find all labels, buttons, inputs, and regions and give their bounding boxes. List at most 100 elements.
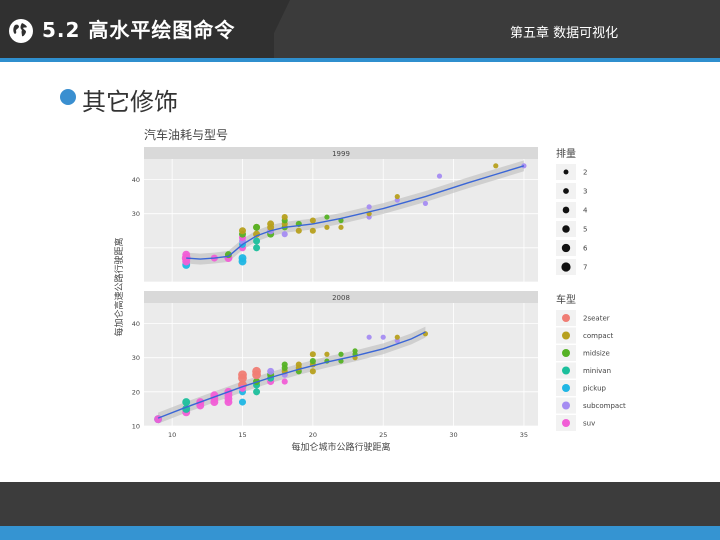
legend-class-label: compact: [583, 332, 614, 340]
legend-displ-label: 6: [583, 245, 588, 253]
legend-displ-label: 7: [583, 264, 587, 272]
facet-label: 2008: [332, 294, 350, 302]
x-tick-label: 25: [379, 431, 387, 439]
x-tick-label: 20: [309, 431, 317, 439]
data-point: [324, 351, 330, 357]
legend-displ-label: 3: [583, 188, 587, 196]
legend-color-marker: [562, 314, 570, 322]
data-point: [422, 331, 429, 337]
data-point: [281, 378, 288, 385]
legend-color-marker: [562, 384, 570, 392]
legend-displ-title: 排量: [556, 147, 576, 160]
data-point: [338, 351, 344, 357]
data-point: [324, 224, 330, 230]
y-tick-label: 40: [132, 320, 140, 328]
data-point: [394, 193, 400, 200]
chart-figure: 汽车油耗与型号 1999 30 40 2008 10 20 30 40 10 15 20 25 30 35 每…: [110, 127, 632, 455]
y-tick-label: 30: [132, 210, 140, 218]
legend-size-marker: [562, 206, 570, 214]
legend-size-marker: [561, 243, 571, 253]
y-tick-label: 40: [132, 176, 140, 184]
y-tick-label: 10: [132, 423, 140, 431]
data-point: [239, 398, 246, 406]
x-axis-label: 每加仑城市公路行驶距离: [291, 441, 390, 453]
data-point: [380, 334, 386, 340]
data-point: [309, 217, 316, 224]
data-point: [238, 254, 247, 263]
data-point: [182, 250, 191, 259]
data-point: [309, 358, 316, 365]
data-point: [253, 223, 261, 231]
data-point: [493, 163, 499, 169]
data-point: [436, 173, 443, 179]
bullet-dot: [60, 89, 76, 105]
legend-class-label: suv: [583, 420, 595, 428]
data-point: [239, 227, 246, 235]
x-tick-label: 15: [238, 431, 246, 439]
data-point: [366, 204, 372, 210]
data-point: [267, 220, 275, 228]
data-point: [295, 227, 302, 234]
legend-class-label: minivan: [583, 367, 611, 375]
page-title: 5.2 高水平绘图命令: [42, 18, 236, 42]
data-point: [267, 367, 275, 375]
data-point: [521, 163, 527, 169]
data-point: [338, 224, 344, 230]
chapter-label: 第五章 数据可视化: [510, 26, 619, 41]
data-point: [394, 334, 400, 340]
footer-accent-strip: [0, 526, 720, 540]
legend-class-title: 车型: [556, 293, 576, 306]
y-tick-label: 30: [132, 354, 140, 362]
data-point: [295, 361, 302, 368]
data-point: [281, 231, 288, 238]
legend-color-marker: [562, 366, 570, 375]
legend-size-marker: [562, 225, 570, 233]
globe-icon: [9, 19, 33, 43]
section-heading: 其它修饰: [82, 88, 178, 116]
y-axis-label: 每加仑高速公路行驶距离: [113, 237, 125, 336]
data-point: [253, 237, 261, 245]
legend-class-label: subcompact: [583, 402, 626, 410]
legend-displ-label: 4: [583, 207, 588, 215]
legend-size-marker: [563, 169, 569, 175]
legend-displ-label: 2: [583, 169, 587, 177]
legend-color-marker: [562, 419, 570, 427]
smooth-confidence-band: [186, 160, 524, 265]
data-point: [309, 351, 316, 358]
data-point: [238, 370, 247, 380]
footer-bar: [0, 482, 720, 526]
smooth-confidence-band: [158, 326, 426, 424]
data-point: [309, 368, 316, 375]
chart-title: 汽车油耗与型号: [144, 127, 228, 142]
data-point: [253, 388, 261, 396]
legend-displ-label: 5: [583, 226, 587, 234]
smooth-line: [186, 165, 525, 260]
facet-strip-2008: [144, 291, 538, 303]
data-point: [352, 348, 358, 354]
x-tick-label: 30: [449, 431, 457, 439]
smooth-line: [157, 331, 426, 419]
legend-class-label: pickup: [583, 385, 607, 393]
data-point: [309, 227, 316, 234]
data-point: [182, 398, 191, 407]
legend-color-marker: [562, 349, 570, 357]
legend-class-label: 2seater: [583, 315, 610, 323]
data-point: [366, 334, 372, 340]
x-tick-label: 35: [520, 431, 528, 439]
x-tick-label: 10: [168, 431, 176, 439]
y-tick-label: 20: [132, 388, 140, 396]
data-point: [253, 244, 261, 252]
data-point: [252, 366, 261, 376]
legend-color-marker: [562, 331, 570, 340]
header-title-tab: [0, 0, 274, 58]
legend-color-marker: [562, 401, 570, 410]
data-point: [281, 361, 288, 368]
facet-strip-1999: [144, 147, 538, 159]
data-point: [324, 214, 330, 220]
legend-class-label: midsize: [583, 350, 610, 358]
header-accent-strip: [0, 58, 720, 62]
legend-size-marker: [563, 188, 569, 194]
header-tab-notch: [262, 0, 290, 58]
legend-size-marker: [561, 262, 571, 272]
